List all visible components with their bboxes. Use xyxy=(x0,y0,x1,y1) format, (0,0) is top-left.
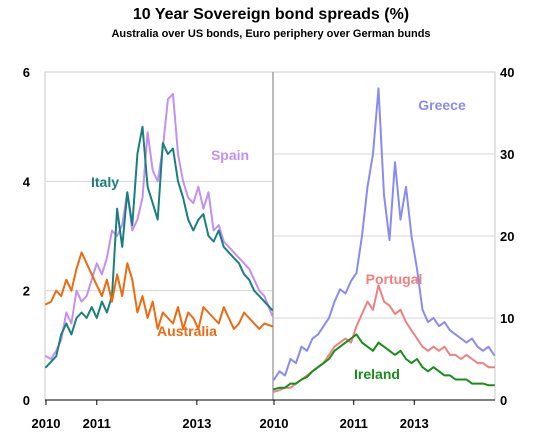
series-line-australia xyxy=(45,251,273,330)
gridlines xyxy=(46,153,494,319)
series-label-ireland: Ireland xyxy=(354,366,400,382)
y-tick-label: 30 xyxy=(500,147,514,162)
axes-layer: 0 2 4 6 2010 2011 2013 0 10 20 30 40 2010 2011 2013 xyxy=(23,65,515,431)
series-label-australia: Australia xyxy=(157,323,217,339)
y-tick-label: 0 xyxy=(23,393,30,408)
series-labels: Spain Italy Australia Greece Portugal Ireland xyxy=(91,97,466,382)
y-tick-label: 4 xyxy=(23,174,31,189)
chart-title: 10 Year Sovereign bond spreads (%) xyxy=(132,6,410,23)
series-line-italy xyxy=(45,125,273,369)
series-line-greece xyxy=(273,87,495,381)
x-tick-label: 2010 xyxy=(260,416,289,431)
x-tick-label: 2013 xyxy=(182,416,211,431)
y-tick-label: 40 xyxy=(500,65,514,80)
x-tick-label: 2011 xyxy=(83,416,111,431)
y-tick-label: 10 xyxy=(500,311,514,326)
series-line-ireland xyxy=(273,333,495,391)
y-tick-label: 6 xyxy=(23,65,30,80)
series-label-portugal: Portugal xyxy=(366,271,423,287)
series-layer xyxy=(45,87,495,393)
series-label-greece: Greece xyxy=(418,97,466,113)
series-line-spain xyxy=(45,92,273,360)
y-tick-label: 0 xyxy=(500,393,507,408)
series-label-italy: Italy xyxy=(91,174,119,190)
chart-subtitle: Australia over US bonds, Euro periphery … xyxy=(111,28,431,40)
series-label-spain: Spain xyxy=(211,147,249,163)
x-tick-label: 2011 xyxy=(340,416,368,431)
x-tick-label: 2010 xyxy=(32,416,61,431)
y-tick-label: 20 xyxy=(500,229,514,244)
y-tick-label: 2 xyxy=(23,284,30,299)
x-tick-label: 2013 xyxy=(400,416,429,431)
